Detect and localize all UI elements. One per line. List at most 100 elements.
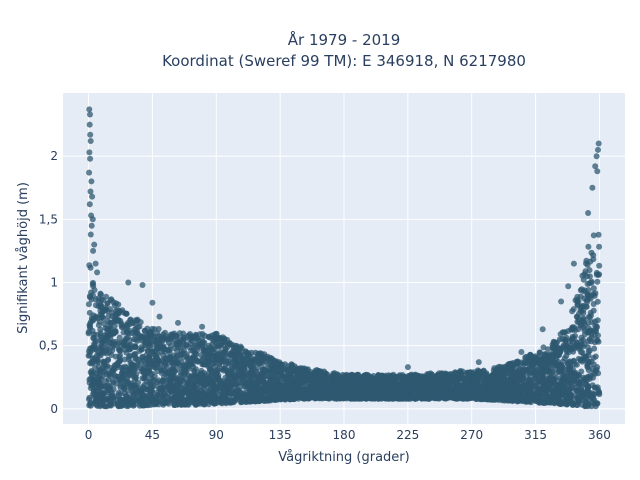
data-point [91,341,98,347]
data-point [585,314,592,320]
data-point [175,344,182,351]
data-point [97,367,104,374]
data-point [102,362,109,369]
data-point [584,388,591,394]
data-point [134,324,141,331]
data-point [165,400,172,407]
data-point [194,358,201,365]
data-point [555,363,562,370]
data-point [468,388,475,395]
data-point [213,369,219,375]
data-point [565,361,571,368]
data-point [485,379,492,386]
data-point [183,342,190,349]
data-point [224,399,231,406]
data-point [246,378,253,385]
data-point [124,328,131,335]
data-point [215,336,222,342]
data-point [174,379,181,386]
data-point [231,389,238,396]
data-point [147,363,154,370]
data-point [226,340,233,346]
data-point [590,307,597,314]
data-point [280,383,287,390]
data-point [569,325,576,332]
data-point [254,359,261,366]
chart-title-line-1: År 1979 - 2019 [288,30,401,49]
data-point [255,376,262,383]
data-point [160,346,167,353]
data-point [467,382,474,389]
data-point [116,334,123,341]
data-point [101,349,108,356]
data-point [412,372,419,378]
data-point [138,390,145,397]
data-point [555,382,562,389]
data-point [193,378,200,384]
data-point [150,401,157,408]
data-point [532,371,539,378]
data-point [499,373,506,380]
data-point [97,301,104,308]
data-point [520,374,526,381]
data-point [529,363,536,370]
data-point [172,401,179,408]
data-point [118,322,125,329]
data-point [584,329,591,335]
data-point [490,381,497,388]
data-point [585,243,592,250]
data-point [559,329,566,336]
data-point [208,345,215,352]
data-point [116,353,123,360]
data-point [550,391,557,398]
data-point [121,386,128,392]
data-point [139,334,146,340]
data-point [201,347,208,354]
data-point [574,293,581,300]
data-point [545,346,551,353]
data-point [127,316,134,323]
data-point [151,326,158,333]
data-point [108,320,114,327]
data-point [580,324,587,331]
data-point [413,378,420,385]
data-point [150,333,157,340]
data-point [146,332,153,339]
data-point [590,285,597,292]
data-point [534,386,541,393]
data-point [122,363,129,370]
data-point [539,374,546,381]
data-point [168,387,175,394]
data-point [578,368,585,375]
data-point [510,370,516,377]
data-point [102,307,109,314]
data-point [93,331,100,338]
chart-title-line-2: Koordinat (Sweref 99 TM): E 346918, N 62… [162,52,526,70]
data-point [590,232,597,239]
data-point [302,381,309,388]
data-point [97,311,104,318]
data-point [561,355,568,362]
data-point [113,316,120,323]
data-point [208,332,215,339]
data-point [167,374,174,381]
data-point [594,278,601,285]
data-point [543,352,549,359]
data-point [567,386,574,392]
data-point [94,315,101,322]
data-point [489,392,496,399]
data-point [220,393,227,400]
data-point [105,332,112,339]
data-point [180,334,187,341]
data-point [139,353,146,360]
data-point [564,345,571,352]
data-point [103,378,109,385]
data-point [314,388,320,395]
data-point [590,256,597,263]
data-point [215,374,222,381]
data-point [518,359,525,366]
data-point [261,373,267,380]
data-point [134,316,141,323]
